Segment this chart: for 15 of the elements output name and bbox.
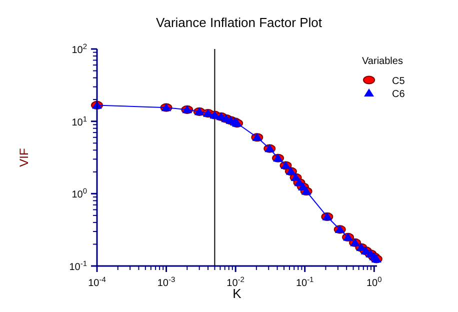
y-axis-title: VIF bbox=[17, 148, 31, 167]
x-tick-label: 10$^{-4}$ bbox=[88, 274, 106, 289]
x-tick-label: 10$^{-3}$ bbox=[157, 274, 176, 289]
legend-label: C6 bbox=[392, 89, 406, 100]
legend-title: Variables bbox=[362, 56, 403, 67]
y-tick-label: 10$^{-1}$ bbox=[69, 258, 87, 273]
x-tick-label: 10$^{-2}$ bbox=[226, 274, 244, 289]
y-tick-label: 10$^{2}$ bbox=[72, 42, 87, 56]
x-tick-label: 10$^{-1}$ bbox=[296, 274, 314, 289]
x-axis-title: K bbox=[232, 286, 242, 301]
chart-title: Variance Inflation Factor Plot bbox=[156, 15, 322, 30]
y-tick-label: 10$^{1}$ bbox=[72, 114, 87, 128]
legend-label: C5 bbox=[392, 76, 406, 87]
y-tick-label: 10$^{0}$ bbox=[72, 186, 87, 201]
x-tick-label: 10$^{0}$ bbox=[366, 274, 382, 289]
